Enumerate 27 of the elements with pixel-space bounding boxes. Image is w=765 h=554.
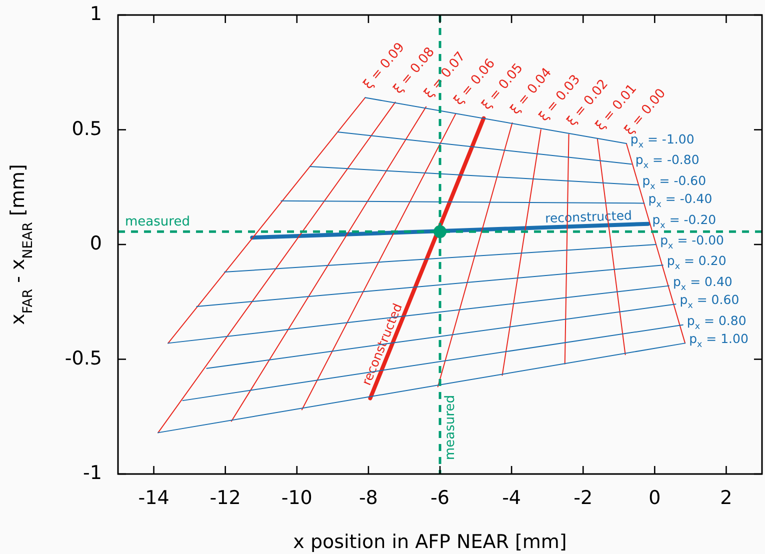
x-tick-label: -6 <box>430 487 450 509</box>
series-label: p$_{x}$ = 0.80 <box>686 313 746 332</box>
ref-line-label: measured <box>443 395 458 460</box>
x-tick-label: -14 <box>138 487 170 509</box>
series-label: p$_{x}$ = 0.20 <box>666 254 726 273</box>
ref-line-label: measured <box>125 214 190 230</box>
x-tick-label: -4 <box>502 487 522 509</box>
series-label: p$_{x}$ = -0.60 <box>642 173 706 192</box>
x-tick-label: -2 <box>574 487 593 509</box>
series-label: p$_{x}$ = 0.40 <box>672 274 732 294</box>
series-label: p$_{x}$ = -0.80 <box>635 152 700 172</box>
y-tick-label: 0 <box>90 232 102 255</box>
x-tick-label: 2 <box>720 487 732 509</box>
y-tick-label: 0.5 <box>72 118 102 140</box>
x-tick-label: -12 <box>210 487 241 509</box>
x-tick-label: -10 <box>281 487 312 509</box>
x-tick-label: -8 <box>358 487 378 509</box>
y-tick-label: -0.5 <box>64 347 102 370</box>
y-tick-label: 1 <box>90 3 102 26</box>
series-label: p$_{x}$ = -0.00 <box>660 232 724 252</box>
x-tick-label: 0 <box>648 487 661 509</box>
series-label: p$_{x}$ = -0.40 <box>648 192 712 211</box>
series-label: p$_{x}$ = 0.60 <box>680 292 740 312</box>
y-tick-label: -1 <box>83 462 102 484</box>
series-label: p$_{x}$ = 1.00 <box>689 332 748 351</box>
x-axis-title: x position in AFP NEAR [mm] <box>293 531 567 553</box>
series-label: p$_{x}$ = -0.20 <box>652 212 716 232</box>
